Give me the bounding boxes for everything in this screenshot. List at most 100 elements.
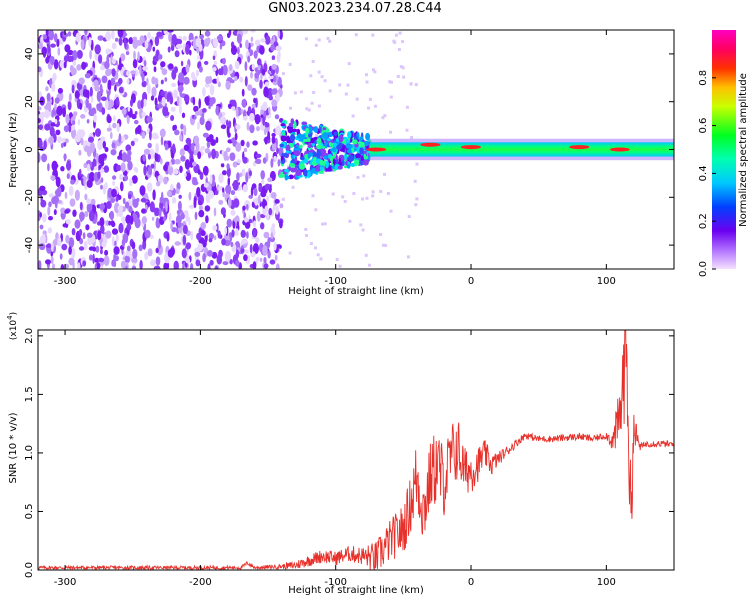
noise-cell — [144, 229, 151, 239]
noise-cell — [130, 140, 135, 147]
noise-cell — [251, 63, 256, 71]
snr-y-multiplier-base: (x10 — [9, 320, 19, 341]
noise-cell — [239, 43, 242, 48]
scatter-cell — [359, 141, 366, 148]
noise-cell — [227, 197, 232, 208]
noise-cell — [275, 45, 282, 51]
scatter-cell — [313, 140, 318, 144]
noise-cell — [212, 55, 216, 61]
noise-cell — [240, 139, 245, 147]
noise-cell — [180, 60, 184, 67]
speckle-cell — [396, 75, 400, 78]
noise-cell — [202, 253, 206, 263]
scatter-cell — [313, 126, 319, 133]
noise-cell — [200, 230, 206, 237]
noise-cell — [202, 165, 209, 176]
speckle-cell — [383, 114, 387, 118]
noise-cell — [141, 216, 147, 225]
noise-cell — [105, 98, 109, 110]
noise-cell — [82, 260, 87, 267]
noise-cell — [89, 86, 93, 98]
noise-cell — [182, 224, 188, 235]
noise-cell — [170, 221, 174, 230]
ridge-band — [369, 142, 674, 157]
noise-cell — [100, 184, 103, 190]
noise-cell — [157, 104, 164, 109]
noise-cell — [241, 168, 246, 177]
noise-cell — [277, 159, 281, 167]
noise-cell — [132, 59, 138, 69]
noise-cell — [146, 77, 149, 86]
noise-cell — [76, 49, 83, 59]
noise-cell — [205, 120, 212, 131]
noise-cell — [266, 212, 269, 221]
noise-cell — [110, 197, 116, 203]
noise-cell — [40, 195, 43, 203]
noise-cell — [41, 189, 48, 196]
noise-cell — [260, 222, 265, 230]
noise-cell — [229, 152, 236, 161]
noise-cell — [157, 174, 164, 184]
noise-cell — [212, 225, 218, 231]
noise-cell — [72, 120, 76, 125]
speckle-cell — [328, 39, 332, 43]
speckle-cell — [409, 82, 413, 86]
noise-cell — [209, 259, 214, 266]
speckle-cell — [304, 37, 308, 41]
speckle-cell — [371, 33, 375, 37]
noise-cell — [135, 126, 142, 134]
noise-cell — [171, 34, 177, 45]
noise-cell — [236, 172, 240, 182]
noise-cell — [160, 158, 163, 165]
noise-cell — [127, 150, 132, 157]
noise-cell — [38, 152, 41, 163]
noise-cell — [252, 140, 258, 146]
noise-cell — [271, 223, 276, 230]
noise-cell — [246, 121, 250, 131]
speckle-cell — [373, 104, 377, 108]
noise-cell — [189, 263, 194, 269]
noise-cell — [219, 42, 223, 50]
scatter-cell — [346, 139, 350, 144]
noise-cell — [239, 76, 244, 83]
noise-cell — [72, 59, 77, 66]
speckle-cell — [316, 253, 320, 257]
noise-cell — [182, 234, 187, 246]
noise-cell — [192, 180, 199, 186]
noise-cell — [115, 234, 119, 242]
noise-cell — [165, 201, 168, 212]
noise-cell — [229, 64, 233, 71]
noise-cell — [150, 163, 155, 169]
noise-cell — [264, 183, 271, 191]
noise-cell — [197, 55, 201, 60]
noise-cell — [118, 133, 122, 144]
scatter-cell — [284, 168, 290, 173]
colorbar-ticks: 0.0 0.2 0.4 0.6 0.8 — [698, 70, 716, 277]
noise-cell — [183, 144, 190, 151]
noise-cell — [44, 123, 51, 131]
speckle-cell — [406, 255, 410, 259]
scatter-cell — [312, 151, 317, 159]
noise-cell — [183, 76, 190, 85]
noise-cell — [265, 35, 271, 45]
noise-cell — [52, 263, 55, 269]
scatter-cell — [278, 174, 285, 178]
scatter-cell — [319, 159, 325, 166]
speckle-cell — [401, 66, 405, 70]
noise-cell — [127, 193, 132, 200]
snr-y-multiplier-close: ) — [9, 312, 19, 316]
speckle-cell — [407, 215, 411, 218]
noise-cell — [273, 241, 277, 251]
noise-cell — [39, 212, 42, 218]
noise-cell — [194, 211, 198, 221]
noise-cell — [114, 37, 119, 42]
noise-cell — [154, 97, 158, 107]
noise-cell — [268, 95, 273, 101]
noise-cell — [154, 152, 159, 162]
noise-cell — [260, 109, 264, 115]
noise-cell — [85, 97, 89, 109]
noise-cell — [123, 175, 129, 181]
noise-cell — [82, 232, 86, 240]
noise-cell — [200, 222, 206, 230]
scatter-cell — [322, 127, 327, 131]
